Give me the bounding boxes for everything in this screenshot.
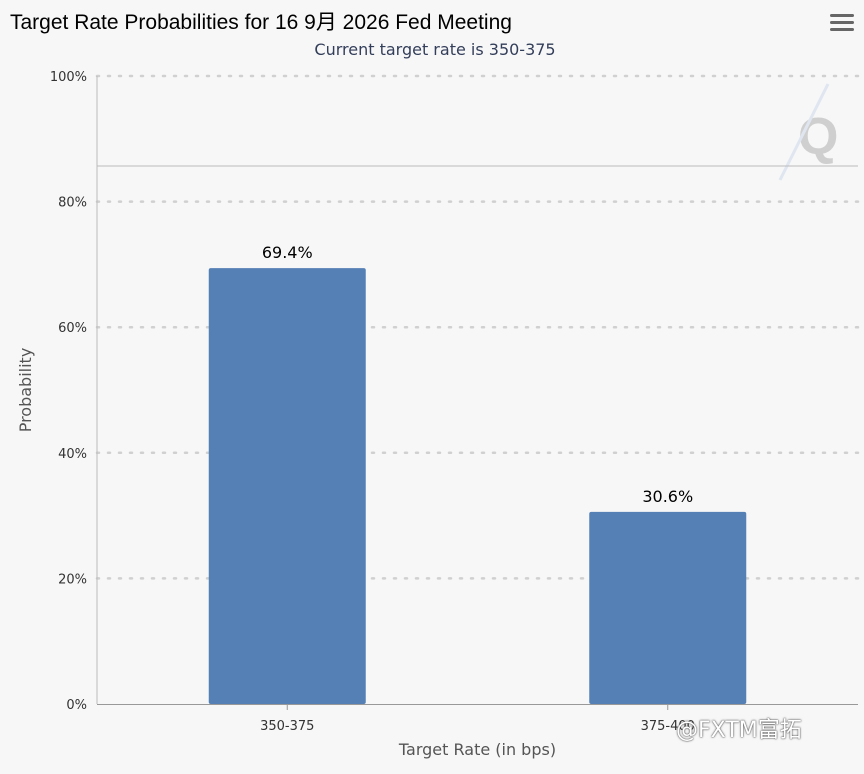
y-tick-label: 80% — [58, 196, 87, 211]
bars — [208, 268, 747, 704]
y-tick-label: 20% — [58, 572, 87, 587]
y-tick-label: 40% — [58, 447, 87, 462]
hamburger-menu-icon[interactable] — [830, 14, 854, 34]
svg-text:Q: Q — [798, 108, 838, 166]
labels: 0% 20% 40% 60% 80% 100% 69.4% 350-375 30.6% 375-4… — [16, 70, 695, 759]
x-axis-title: Target Rate (in bps) — [398, 740, 556, 759]
data-label: 69.4% — [262, 243, 313, 262]
data-label: 30.6% — [642, 487, 693, 506]
bar-375-400 — [589, 511, 747, 704]
y-axis-title: Probability — [16, 348, 35, 433]
chart-title: Target Rate Probabilities for 16 9月 2026… — [10, 11, 512, 34]
axes — [96, 76, 858, 710]
chart-subtitle: Current target rate is 350-375 — [314, 40, 556, 59]
x-tick-label: 350-375 — [260, 719, 314, 734]
y-tick-label: 60% — [58, 321, 87, 336]
y-tick-label: 0% — [66, 698, 87, 713]
quikstrike-logo: Q — [778, 83, 838, 181]
watermark-text: @FXTM富拓 — [676, 718, 802, 743]
x-tick-label: 375-400 — [641, 719, 695, 734]
bar-350-375 — [208, 268, 366, 704]
y-tick-label: 100% — [50, 70, 87, 85]
